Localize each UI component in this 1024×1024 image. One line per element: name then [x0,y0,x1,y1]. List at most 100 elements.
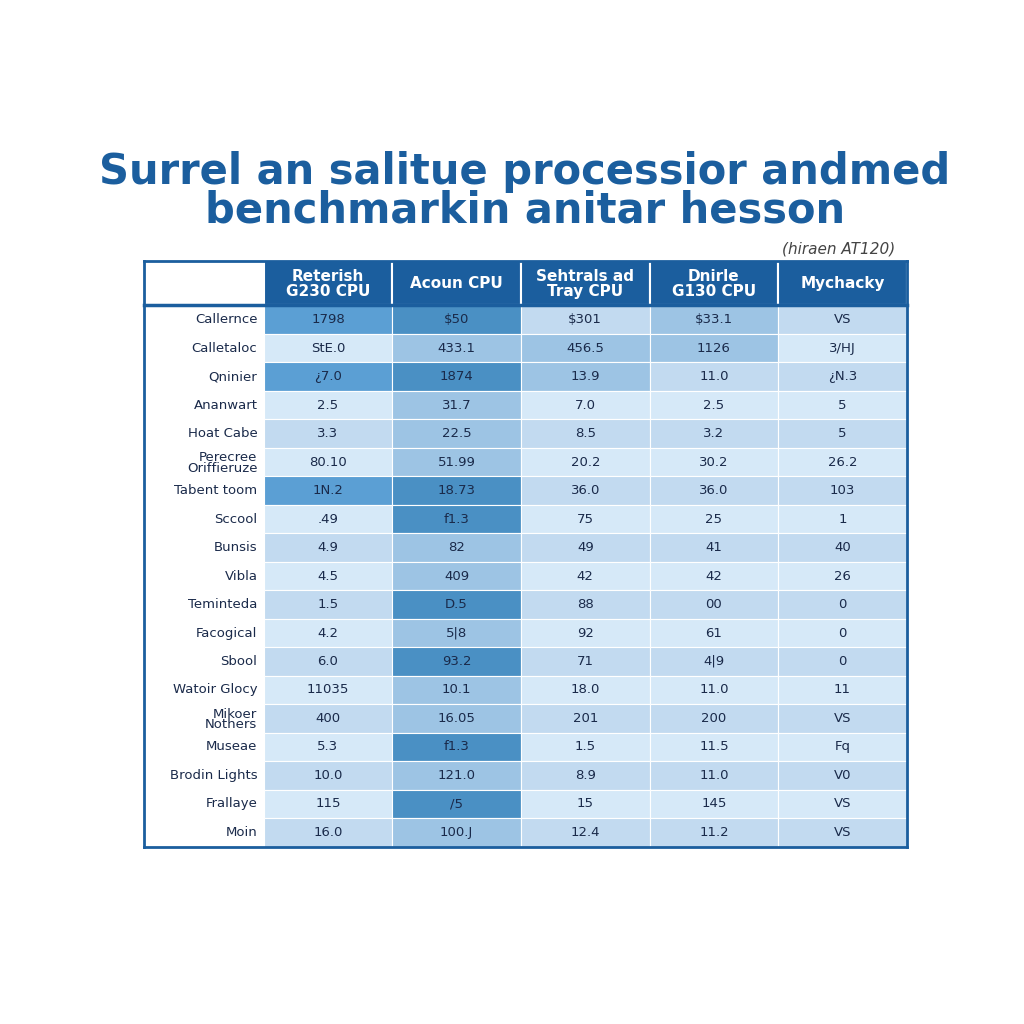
Bar [143,590,263,618]
Text: 200: 200 [701,712,726,725]
Text: 115: 115 [315,798,341,810]
Text: 5: 5 [839,398,847,412]
Text: 49: 49 [577,541,594,554]
Text: 36.0: 36.0 [570,484,600,497]
Text: 4.9: 4.9 [317,541,338,554]
Bar [778,790,907,818]
Text: 20.2: 20.2 [570,456,600,469]
Text: /5: /5 [451,798,463,810]
Text: V0: V0 [834,769,851,782]
Bar [392,790,521,818]
Text: Reterish: Reterish [292,269,365,284]
Text: 6.0: 6.0 [317,655,338,668]
Bar [649,790,778,818]
Bar [392,647,521,676]
Bar [778,534,907,562]
Bar [521,647,649,676]
Bar [778,261,907,305]
Bar [392,733,521,761]
Bar [778,590,907,618]
Text: 0: 0 [839,655,847,668]
Bar [778,362,907,391]
Bar [392,476,521,505]
Text: 16.0: 16.0 [313,826,343,839]
Bar [521,590,649,618]
Text: 18.73: 18.73 [437,484,475,497]
Text: 2.5: 2.5 [703,398,724,412]
Bar [263,733,392,761]
Text: 12.4: 12.4 [570,826,600,839]
Text: 11.0: 11.0 [699,370,729,383]
Bar [392,261,521,305]
Bar [263,447,392,476]
Text: Bunsis: Bunsis [214,541,257,554]
Bar [143,761,263,790]
Bar [778,618,907,647]
Bar [778,505,907,534]
Bar [521,761,649,790]
Bar [521,505,649,534]
Bar [778,305,907,334]
Bar [143,261,263,305]
Text: 11.0: 11.0 [699,683,729,696]
Bar [521,305,649,334]
Text: 22.5: 22.5 [441,427,471,440]
Bar [263,562,392,590]
Bar [649,676,778,705]
Bar [778,391,907,420]
Text: 5|8: 5|8 [446,627,467,640]
Text: Facogical: Facogical [196,627,257,640]
Bar [521,618,649,647]
Text: VS: VS [834,826,851,839]
Text: 42: 42 [577,569,594,583]
Bar [778,818,907,847]
Text: 11035: 11035 [307,683,349,696]
Bar [649,391,778,420]
Bar [778,733,907,761]
Text: Mychacky: Mychacky [801,275,885,291]
Bar [521,261,649,305]
Bar [649,618,778,647]
Text: VS: VS [834,313,851,326]
Bar [143,618,263,647]
Bar [392,562,521,590]
Bar [778,676,907,705]
Bar [263,647,392,676]
Text: 4|9: 4|9 [703,655,724,668]
Bar [778,647,907,676]
Bar [649,447,778,476]
Text: Callernce: Callernce [195,313,257,326]
Text: VS: VS [834,712,851,725]
Bar [521,562,649,590]
Bar [143,362,263,391]
Text: 10.1: 10.1 [441,683,471,696]
Bar [649,476,778,505]
Text: Qninier: Qninier [209,370,257,383]
Text: Sehtrals ad: Sehtrals ad [537,269,634,284]
Bar [521,676,649,705]
Bar [263,761,392,790]
Bar [263,391,392,420]
Bar [649,761,778,790]
Text: 4.2: 4.2 [317,627,339,640]
Bar [263,534,392,562]
Bar [392,618,521,647]
Text: f1.3: f1.3 [443,513,470,525]
Text: Frallaye: Frallaye [206,798,257,810]
Text: 10.0: 10.0 [313,769,343,782]
Text: Tabent toom: Tabent toom [174,484,257,497]
Bar [392,447,521,476]
Text: 1126: 1126 [697,342,731,354]
Bar [392,391,521,420]
Text: Tray CPU: Tray CPU [547,285,624,299]
Bar [778,562,907,590]
Bar [649,705,778,733]
Bar [392,818,521,847]
Bar [778,447,907,476]
Bar [649,505,778,534]
Text: Surrel an salitue processior andmed: Surrel an salitue processior andmed [99,152,950,194]
Bar [143,505,263,534]
Text: 1.5: 1.5 [574,740,596,754]
Text: 11.0: 11.0 [699,769,729,782]
Text: $50: $50 [444,313,469,326]
